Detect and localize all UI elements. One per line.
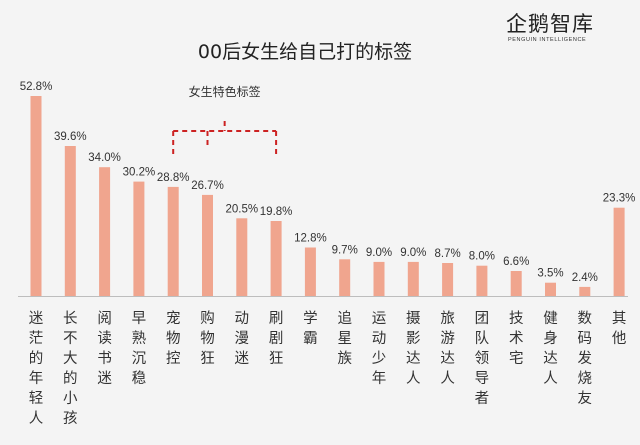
value-label-6: 20.5%: [225, 203, 258, 215]
category-label-3: 早熟沉稳: [132, 311, 147, 387]
bar-0: [31, 96, 42, 296]
annotation-bracket: 女生特色标签: [173, 84, 276, 154]
value-label-2: 34.0%: [88, 152, 121, 164]
value-label-11: 9.0%: [400, 247, 426, 259]
bar-10: [374, 262, 385, 296]
value-label-16: 2.4%: [572, 272, 598, 284]
category-label-5: 购物狂: [200, 310, 215, 367]
bar-6: [236, 218, 247, 296]
bar-17: [614, 208, 625, 296]
category-label-11: 摄影达人: [406, 310, 421, 387]
value-label-1: 39.6%: [54, 131, 87, 143]
bar-15: [545, 283, 556, 296]
category-label-6: 动漫迷: [235, 310, 250, 367]
bar-4: [168, 187, 179, 296]
value-label-3: 30.2%: [123, 167, 156, 179]
bar-11: [408, 262, 419, 296]
category-label-16: 数码发烧友: [578, 310, 593, 407]
value-label-8: 12.8%: [294, 233, 327, 245]
category-labels-group: 迷茫的年轻人 长不大的小孩 阅读书迷 早熟沉稳 宠物控 购物狂 动漫迷 刷剧狂 学霸 追星族 运动少…: [29, 310, 627, 427]
bar-14: [511, 271, 522, 296]
value-label-9: 9.7%: [332, 244, 358, 256]
category-label-15: 健身达人: [543, 310, 558, 387]
bar-5: [202, 195, 213, 296]
value-label-10: 9.0%: [366, 247, 392, 259]
brand-name: 企鹅智库: [506, 8, 594, 38]
value-label-14: 6.6%: [503, 256, 529, 268]
bar-12: [442, 263, 453, 296]
value-label-12: 8.7%: [434, 248, 460, 260]
value-label-17: 23.3%: [603, 193, 636, 205]
category-label-7: 刷剧狂: [269, 310, 284, 367]
value-label-5: 26.7%: [191, 180, 224, 192]
category-label-13: 团队领导者: [475, 311, 490, 407]
category-label-9: 追星族: [337, 310, 352, 367]
brand-logo: 企鹅智库 PENGUIN INTELLIGENCE: [498, 6, 638, 52]
annotation-label: 女生特色标签: [189, 84, 261, 99]
bars-group: [31, 96, 625, 296]
bar-1: [65, 146, 76, 296]
category-label-14: 技术宅: [509, 310, 524, 367]
bar-16: [579, 287, 590, 296]
chart-title: 00后女生给自己打的标签: [198, 41, 412, 63]
category-label-17: 其他: [612, 310, 627, 347]
bar-3: [133, 182, 144, 296]
value-label-0: 52.8%: [20, 81, 53, 93]
category-label-12: 旅游达人: [440, 310, 455, 387]
category-label-8: 学霸: [303, 310, 318, 347]
value-label-4: 28.8%: [157, 172, 190, 184]
value-label-13: 8.0%: [469, 251, 495, 263]
bar-8: [305, 248, 316, 297]
value-labels-group: 52.8% 39.6%34.0%30.2% 28.8%26.7%20.5% 19.8%…: [20, 81, 636, 284]
bar-9: [339, 259, 350, 296]
bar-2: [99, 167, 110, 296]
category-label-0: 迷茫的年轻人: [29, 310, 44, 427]
category-label-10: 运动少年: [372, 310, 387, 387]
category-label-4: 宠物控: [166, 310, 181, 367]
value-label-15: 3.5%: [537, 268, 563, 280]
value-label-7: 19.8%: [260, 206, 293, 218]
category-label-1: 长不大的小孩: [63, 310, 78, 427]
bar-13: [476, 266, 487, 296]
brand-tagline: PENGUIN INTELLIGENCE: [508, 37, 586, 43]
category-label-2: 阅读书迷: [97, 310, 112, 387]
bar-7: [271, 221, 282, 296]
